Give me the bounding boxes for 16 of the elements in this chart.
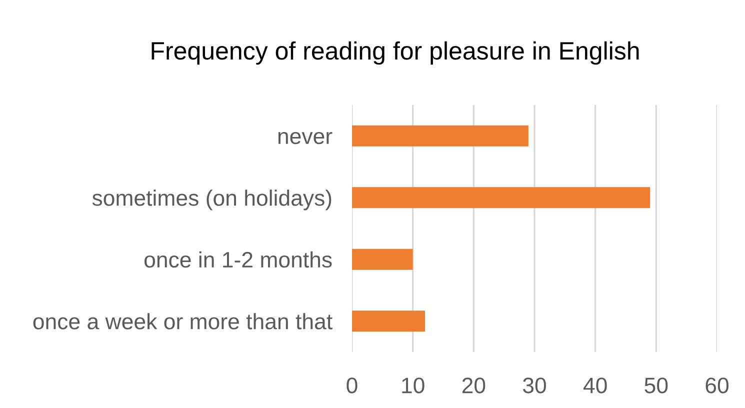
x-tick-label: 30 — [522, 378, 546, 394]
x-tick-label: 50 — [644, 378, 668, 394]
x-tick-label: 10 — [402, 378, 424, 394]
y-tick-label: sometimes (on holidays) — [92, 190, 332, 210]
y-tick-label: once in 1-2 months — [144, 251, 332, 268]
bar — [352, 248, 413, 270]
x-tick-label: 20 — [462, 378, 486, 394]
x-tick-label: 0 — [346, 378, 358, 394]
chart-title: Frequency of reading for pleasure in English — [152, 41, 639, 65]
y-tick-label: never — [278, 132, 332, 144]
bar — [352, 310, 425, 332]
x-tick-label: 60 — [706, 378, 728, 394]
bar — [352, 125, 528, 146]
x-tick-label: 40 — [583, 378, 607, 394]
y-tick-label: once a week or more than that — [33, 313, 332, 330]
bar — [352, 187, 650, 208]
